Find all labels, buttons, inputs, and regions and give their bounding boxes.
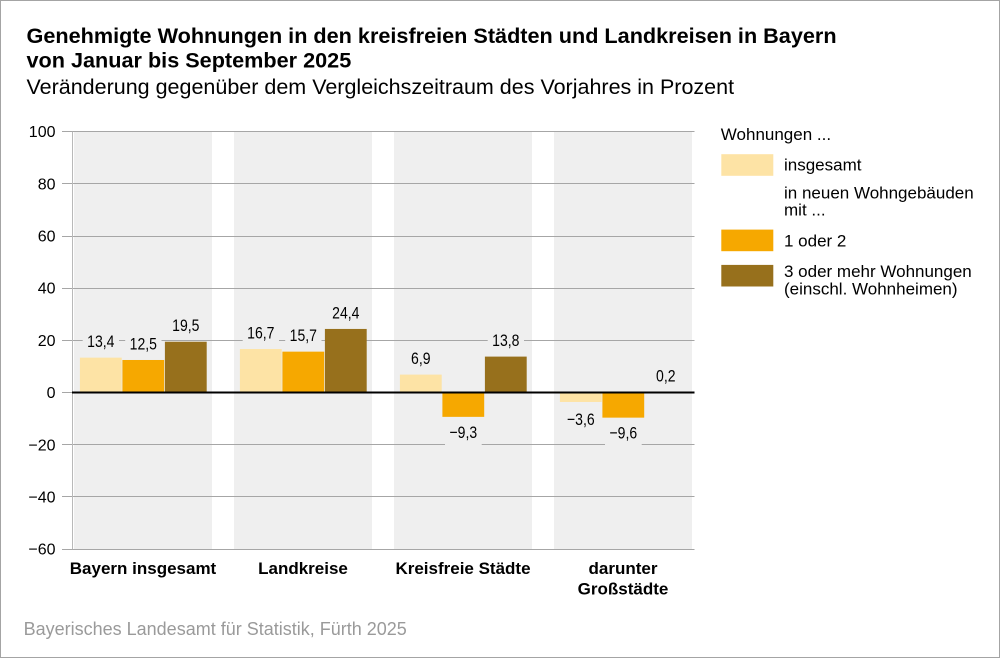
svg-text:3 oder mehr Wohnungen: 3 oder mehr Wohnungen — [784, 262, 972, 281]
svg-text:Bayern insgesamt: Bayern insgesamt — [70, 559, 217, 578]
svg-text:Großstädte: Großstädte — [578, 580, 669, 599]
svg-text:1 oder 2: 1 oder 2 — [784, 231, 846, 250]
svg-text:−20: −20 — [28, 437, 55, 454]
svg-text:−3,6: −3,6 — [567, 411, 595, 430]
svg-text:19,5: 19,5 — [172, 317, 200, 336]
svg-text:darunter: darunter — [589, 559, 658, 578]
svg-text:in neuen Wohngebäuden: in neuen Wohngebäuden — [784, 183, 974, 202]
svg-text:insgesamt: insgesamt — [784, 155, 862, 174]
svg-text:100: 100 — [29, 124, 56, 141]
svg-text:15,7: 15,7 — [290, 327, 317, 346]
svg-text:Wohnungen ...: Wohnungen ... — [721, 125, 831, 144]
svg-text:mit ...: mit ... — [784, 200, 826, 219]
svg-text:Landkreise: Landkreise — [258, 559, 348, 578]
svg-text:(einschl. Wohnheimen): (einschl. Wohnheimen) — [784, 279, 958, 298]
svg-text:0: 0 — [47, 385, 56, 402]
svg-text:20: 20 — [38, 333, 56, 350]
svg-text:Genehmigte Wohnungen in den kr: Genehmigte Wohnungen in den kreisfreien … — [27, 23, 837, 48]
svg-text:12,5: 12,5 — [130, 335, 158, 354]
svg-text:13,4: 13,4 — [87, 333, 115, 352]
svg-text:13,8: 13,8 — [492, 332, 519, 351]
svg-text:80: 80 — [38, 176, 56, 193]
svg-text:−9,6: −9,6 — [609, 424, 637, 443]
svg-text:Bayerisches Landesamt für Stat: Bayerisches Landesamt für Statistik, Für… — [24, 619, 407, 639]
svg-text:24,4: 24,4 — [332, 304, 360, 323]
svg-text:40: 40 — [38, 281, 56, 298]
svg-text:16,7: 16,7 — [247, 324, 274, 343]
svg-text:Kreisfreie Städte: Kreisfreie Städte — [395, 559, 530, 578]
svg-text:−9,3: −9,3 — [449, 424, 477, 443]
svg-text:−60: −60 — [28, 542, 55, 559]
svg-text:Veränderung gegenüber dem Verg: Veränderung gegenüber dem Vergleichszeit… — [27, 75, 735, 99]
svg-text:6,9: 6,9 — [411, 350, 430, 369]
svg-text:0,2: 0,2 — [656, 367, 675, 386]
svg-text:−40: −40 — [28, 490, 55, 507]
svg-text:60: 60 — [38, 229, 56, 246]
svg-text:von Januar bis September 2025: von Januar bis September 2025 — [27, 47, 352, 72]
